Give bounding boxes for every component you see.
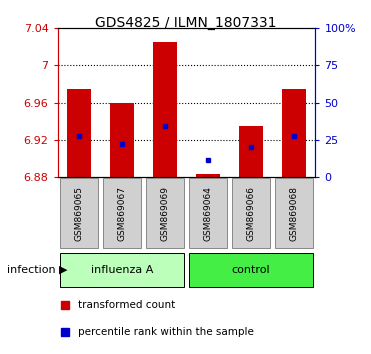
FancyBboxPatch shape <box>275 178 313 248</box>
Text: GSM869069: GSM869069 <box>160 186 170 241</box>
FancyBboxPatch shape <box>188 178 227 248</box>
FancyBboxPatch shape <box>103 178 141 248</box>
Text: control: control <box>232 265 270 275</box>
Text: GSM869064: GSM869064 <box>203 186 213 241</box>
Text: ▶: ▶ <box>59 265 68 275</box>
Bar <box>239 126 263 177</box>
Text: transformed count: transformed count <box>78 300 175 310</box>
Bar <box>196 174 220 177</box>
Bar <box>153 42 177 177</box>
Text: influenza A: influenza A <box>91 265 153 275</box>
Text: GDS4825 / ILMN_1807331: GDS4825 / ILMN_1807331 <box>95 16 276 30</box>
FancyBboxPatch shape <box>188 253 313 287</box>
Bar <box>282 89 306 177</box>
FancyBboxPatch shape <box>60 253 184 287</box>
Text: GSM869067: GSM869067 <box>118 186 127 241</box>
Text: infection: infection <box>7 265 56 275</box>
Text: percentile rank within the sample: percentile rank within the sample <box>78 327 254 337</box>
Text: GSM869065: GSM869065 <box>75 186 83 241</box>
Text: GSM869066: GSM869066 <box>246 186 255 241</box>
FancyBboxPatch shape <box>145 178 184 248</box>
FancyBboxPatch shape <box>60 178 98 248</box>
FancyBboxPatch shape <box>232 178 270 248</box>
Text: GSM869068: GSM869068 <box>289 186 298 241</box>
Bar <box>110 103 134 177</box>
Bar <box>67 89 91 177</box>
